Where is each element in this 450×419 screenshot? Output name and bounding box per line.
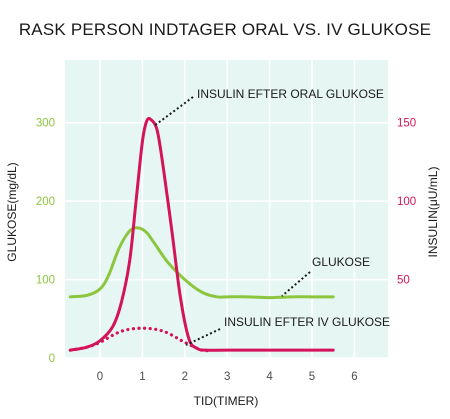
y-right-tick-label: 50	[397, 275, 410, 287]
x-tick-label: 4	[266, 371, 273, 383]
x-tick-label: 3	[224, 371, 230, 383]
x-tick-label: 0	[97, 371, 103, 383]
y-left-tick-label: 300	[36, 118, 55, 130]
y-axis-right-label: INSULIN(μU/mL)	[426, 167, 440, 258]
annotation-label: INSULIN EFTER ORAL GLUKOSE	[197, 87, 384, 101]
x-tick-label: 1	[139, 371, 145, 383]
y-left-tick-label: 200	[36, 196, 55, 208]
y-right-tick-label: 150	[397, 118, 416, 130]
y-left-tick-label: 100	[36, 275, 55, 287]
annotation-label: GLUKOSE	[312, 255, 370, 269]
series-line-2	[68, 116, 335, 352]
chart-title: RASK PERSON INDTAGER ORAL VS. IV GLUKOSE	[19, 20, 431, 39]
y-axis-left-label: GLUKOSE(mg/dL)	[5, 162, 19, 261]
x-axis-label: TID(TIMER)	[194, 394, 259, 408]
y-left-tick-label: 0	[49, 353, 55, 365]
annotation-leader-line	[153, 96, 194, 127]
series-line-1	[68, 226, 335, 300]
annotation-leader-line	[281, 271, 311, 297]
y-right-tick-label: 100	[397, 196, 416, 208]
x-tick-label: 6	[351, 371, 357, 383]
annotation-leader-line	[185, 328, 221, 346]
series-line-3	[68, 326, 212, 353]
x-tick-label: 2	[182, 371, 188, 383]
plot-area: 0 1 2 3 4 5 6 0 100 200 300 50 100 150 INSULIN EFTER O…	[36, 60, 416, 383]
x-tick-label: 5	[309, 371, 315, 383]
annotation-label: INSULIN EFTER IV GLUKOSE	[224, 315, 390, 329]
